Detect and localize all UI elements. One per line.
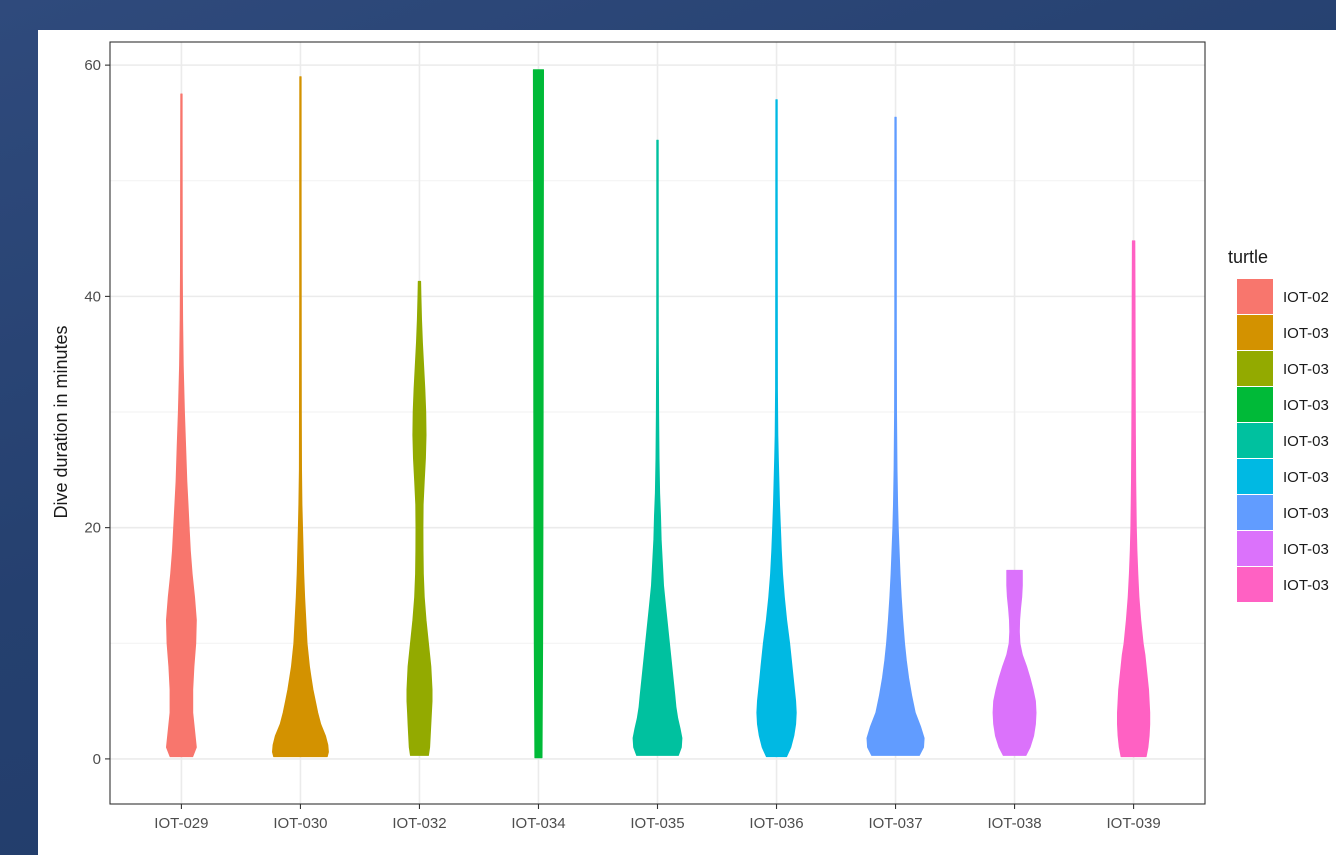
x-tick-label: IOT-039 — [1106, 815, 1160, 832]
legend-key-iot-039 — [1237, 567, 1273, 602]
legend-label: IOT-03 — [1283, 577, 1329, 594]
x-tick-label: IOT-034 — [511, 815, 565, 832]
legend-title: turtle — [1228, 247, 1268, 267]
legend-label: IOT-03 — [1283, 325, 1329, 342]
x-axis-ticks: IOT-029 IOT-030 IOT-032 IOT-034 IOT-035 IOT-0… — [154, 804, 1161, 832]
legend-key-iot-038 — [1237, 531, 1273, 566]
legend-label: IOT-03 — [1283, 433, 1329, 450]
legend-label: IOT-03 — [1283, 397, 1329, 414]
violin-iot-036 — [756, 99, 797, 758]
violin-iot-034 — [532, 69, 544, 759]
violin-iot-030 — [272, 76, 329, 758]
legend-key-iot-036 — [1237, 459, 1273, 494]
legend-key-iot-030 — [1237, 315, 1273, 350]
y-axis-title: Dive duration in minutes — [51, 325, 71, 518]
violin-iot-037 — [866, 116, 925, 756]
violin-iot-038 — [992, 569, 1037, 756]
legend-label: IOT-02 — [1283, 289, 1329, 306]
legend-key-iot-037 — [1237, 495, 1273, 530]
x-tick-label: IOT-029 — [154, 815, 208, 832]
legend-key-iot-035 — [1237, 423, 1273, 458]
legend-label: IOT-03 — [1283, 505, 1329, 522]
legend: turtle IOT-02 IOT-03 IOT-03 IOT-03 IOT-03 IOT… — [1228, 247, 1329, 602]
y-tick-label: 40 — [84, 288, 101, 305]
y-tick-label: 0 — [93, 751, 101, 768]
x-tick-label: IOT-035 — [630, 815, 684, 832]
chart-figure: 0 20 40 60 IOT-029 IOT-030 IOT-032 IOT-034 IOT-… — [38, 30, 1336, 855]
y-axis-ticks: 0 20 40 60 — [84, 57, 110, 768]
legend-key-iot-034 — [1237, 387, 1273, 422]
legend-label: IOT-03 — [1283, 469, 1329, 486]
x-tick-label: IOT-036 — [749, 815, 803, 832]
violin-iot-039 — [1117, 240, 1151, 758]
x-tick-label: IOT-030 — [273, 815, 327, 832]
violin-iot-032 — [406, 280, 433, 756]
legend-label: IOT-03 — [1283, 541, 1329, 558]
legend-label: IOT-03 — [1283, 361, 1329, 378]
violin-iot-029 — [166, 93, 197, 758]
x-tick-label: IOT-037 — [868, 815, 922, 832]
violins — [166, 69, 1151, 759]
legend-key-iot-029 — [1237, 279, 1273, 314]
violin-iot-035 — [632, 139, 683, 756]
legend-key-iot-032 — [1237, 351, 1273, 386]
x-tick-label: IOT-032 — [392, 815, 446, 832]
y-tick-label: 60 — [84, 57, 101, 74]
y-tick-label: 20 — [84, 520, 101, 537]
x-tick-label: IOT-038 — [987, 815, 1041, 832]
